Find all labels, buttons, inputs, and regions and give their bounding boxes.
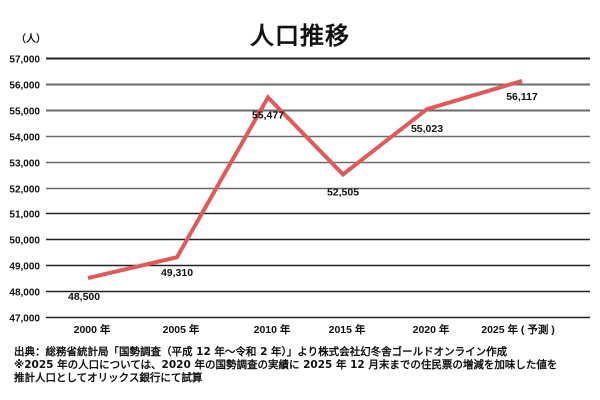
y-tick-label: 54,000 xyxy=(9,133,40,144)
population-line xyxy=(87,78,523,281)
data-point-label: 55,023 xyxy=(411,123,443,135)
data-point-label: 52,505 xyxy=(327,186,359,198)
data-point-label: 55,477 xyxy=(252,109,284,121)
x-tick-label: 2010 年 xyxy=(254,323,291,336)
estimate-note-line1: ※2025 年の人口については、2020 年の国勢調査の実績に 2025 年 1… xyxy=(14,359,558,371)
y-tick-label: 47,000 xyxy=(9,314,40,325)
y-tick-label: 57,000 xyxy=(9,55,40,66)
data-labels: 48,500 49,310 55,477 52,505 55,023 56,117 xyxy=(68,91,538,303)
footnotes: 出典：総務省統計局「国勢調査（平成 12 年〜令和 2 年）」より株式会社幻冬舎… xyxy=(14,346,594,385)
x-tick-label: 2025 年 ( 予測 ) xyxy=(481,323,555,336)
x-tick-label: 2020 年 xyxy=(413,323,450,336)
x-axis-ticks: 2000 年 2005 年 2010 年 2015 年 2020 年 2025 年 ( 予… xyxy=(74,323,555,336)
x-tick-label: 2000 年 xyxy=(74,323,111,336)
y-tick-label: 56,000 xyxy=(9,81,40,92)
y-tick-label: 55,000 xyxy=(9,107,40,118)
y-tick-label: 50,000 xyxy=(9,236,40,247)
y-tick-label: 51,000 xyxy=(9,210,40,221)
data-point-label: 48,500 xyxy=(68,291,100,303)
y-tick-label: 52,000 xyxy=(9,185,40,196)
source-note: 出典：総務省統計局「国勢調査（平成 12 年〜令和 2 年）」より株式会社幻冬舎… xyxy=(14,346,508,358)
data-point-label: 49,310 xyxy=(161,267,193,279)
estimate-note-line2: 推計人口としてオリックス銀行にて試算 xyxy=(14,372,203,384)
chart-title: 人口推移 xyxy=(250,22,350,50)
y-axis-unit-label: （人） xyxy=(16,34,46,45)
data-point-label: 56,117 xyxy=(506,91,538,103)
y-tick-label: 49,000 xyxy=(9,262,40,273)
x-tick-label: 2005 年 xyxy=(163,323,200,336)
y-tick-label: 53,000 xyxy=(9,159,40,170)
x-tick-label: 2015 年 xyxy=(329,323,366,336)
y-axis-ticks: 47,000 48,000 49,000 50,000 51,000 52,000 53,0… xyxy=(9,55,40,325)
y-tick-label: 48,000 xyxy=(9,288,40,299)
